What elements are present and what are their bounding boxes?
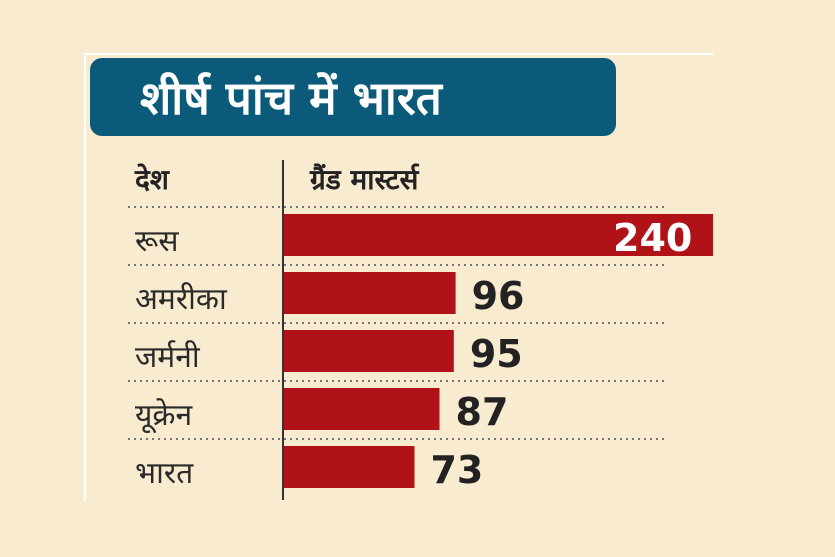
category-label: यूक्रेन	[135, 398, 193, 434]
value-label: 95	[470, 332, 523, 376]
category-label: जर्मनी	[135, 340, 201, 375]
category-label: अमरीका	[135, 282, 228, 317]
value-label: 73	[430, 448, 483, 492]
value-label: 96	[472, 274, 525, 318]
category-label: रूस	[135, 224, 179, 259]
bar	[284, 388, 440, 430]
bar	[284, 214, 713, 256]
value-label: 240	[613, 216, 692, 260]
bar	[284, 330, 454, 372]
column-header-grandmasters: ग्रैंड मास्टर्स	[310, 163, 419, 196]
axis-divider-line	[282, 160, 284, 500]
column-header-country: देश	[135, 163, 169, 196]
bar	[284, 446, 415, 488]
bar	[284, 272, 456, 314]
category-label: भारत	[135, 456, 194, 491]
value-label: 87	[456, 390, 509, 434]
chart-title: शीर्ष पांच में भारत	[90, 58, 616, 136]
